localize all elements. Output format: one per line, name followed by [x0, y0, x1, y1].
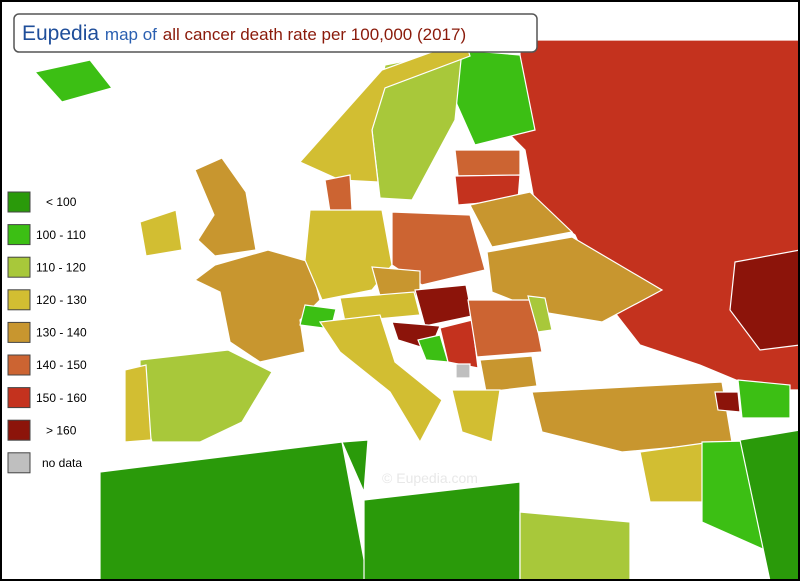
country	[324, 174, 353, 213]
legend: < 100 100 - 110 110 - 120 120 - 130 130 - 14…	[7, 191, 87, 474]
legend-label: 150 - 160	[36, 391, 87, 405]
country	[33, 59, 114, 103]
legend-swatch	[7, 387, 31, 409]
country	[299, 39, 471, 183]
country	[99, 441, 369, 581]
watermark: © Eupedia.com	[382, 470, 478, 486]
title-prefix: map of	[105, 25, 157, 44]
country	[451, 389, 501, 443]
legend-label: 140 - 150	[36, 358, 87, 372]
countries	[33, 39, 800, 581]
country	[194, 157, 257, 257]
country	[193, 249, 321, 363]
legend-swatch	[7, 191, 31, 213]
country	[139, 209, 183, 257]
legend-swatch	[7, 321, 31, 343]
country	[639, 441, 713, 503]
country	[729, 249, 800, 351]
country	[479, 355, 538, 393]
country	[363, 481, 521, 581]
legend-label: > 160	[46, 423, 77, 437]
title: Eupedia map of all cancer death rate per…	[22, 22, 466, 45]
country	[467, 299, 543, 358]
title-box	[13, 13, 538, 53]
legend-label: < 100	[46, 195, 77, 209]
title-text: all cancer death rate per 100,000 (2017)	[163, 25, 466, 44]
legend-label: no data	[42, 456, 82, 470]
legend-swatch	[7, 224, 31, 246]
country	[339, 291, 421, 323]
country	[391, 211, 486, 286]
country	[318, 314, 443, 444]
country	[455, 363, 471, 379]
country	[124, 364, 152, 443]
legend-label: 130 - 140	[36, 326, 87, 340]
country	[454, 149, 521, 177]
legend-swatch	[7, 289, 31, 311]
brand: Eupedia	[22, 22, 99, 45]
country	[469, 191, 574, 248]
legend-swatch	[7, 256, 31, 278]
legend-swatch	[7, 354, 31, 376]
legend-label: 120 - 130	[36, 293, 87, 307]
country	[304, 209, 393, 301]
country	[439, 319, 479, 369]
legend-label: 100 - 110	[36, 228, 86, 242]
country	[737, 379, 791, 419]
country	[714, 391, 741, 413]
country	[519, 511, 631, 581]
legend-swatch	[7, 452, 31, 474]
legend-label: 110 - 120	[36, 260, 86, 274]
country	[739, 429, 800, 581]
legend-swatch	[7, 419, 31, 441]
country	[527, 295, 553, 333]
country	[341, 439, 369, 493]
